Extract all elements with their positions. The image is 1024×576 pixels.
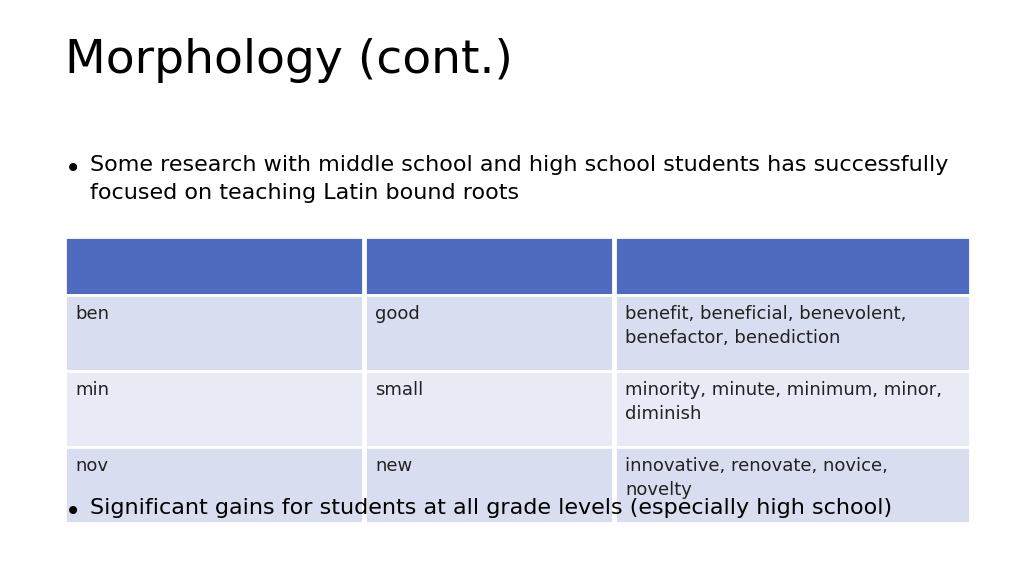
Bar — [65, 237, 362, 295]
Text: small: small — [375, 381, 423, 399]
Bar — [615, 371, 970, 447]
Text: good: good — [375, 305, 420, 323]
Text: Morphology (cont.): Morphology (cont.) — [65, 38, 513, 83]
Text: innovative, renovate, novice,
novelty: innovative, renovate, novice, novelty — [625, 457, 888, 499]
Bar — [365, 295, 613, 371]
Text: min: min — [75, 381, 109, 399]
Bar — [365, 237, 613, 295]
Text: ben: ben — [75, 305, 109, 323]
Text: •: • — [65, 498, 81, 526]
Text: minority, minute, minimum, minor,
diminish: minority, minute, minimum, minor, dimini… — [625, 381, 942, 423]
Text: •: • — [65, 155, 81, 183]
Text: nov: nov — [75, 457, 108, 475]
Text: Significant gains for students at all grade levels (especially high school): Significant gains for students at all gr… — [90, 498, 892, 518]
Text: benefit, beneficial, benevolent,
benefactor, benediction: benefit, beneficial, benevolent, benefac… — [625, 305, 906, 347]
Text: Some research with middle school and high school students has successfully
focus: Some research with middle school and hig… — [90, 155, 948, 203]
Bar — [615, 237, 970, 295]
Bar — [65, 295, 362, 371]
Bar — [365, 447, 613, 523]
Bar — [65, 447, 362, 523]
Text: new: new — [375, 457, 413, 475]
Bar — [365, 371, 613, 447]
Bar — [615, 447, 970, 523]
Bar — [615, 295, 970, 371]
Bar — [65, 371, 362, 447]
